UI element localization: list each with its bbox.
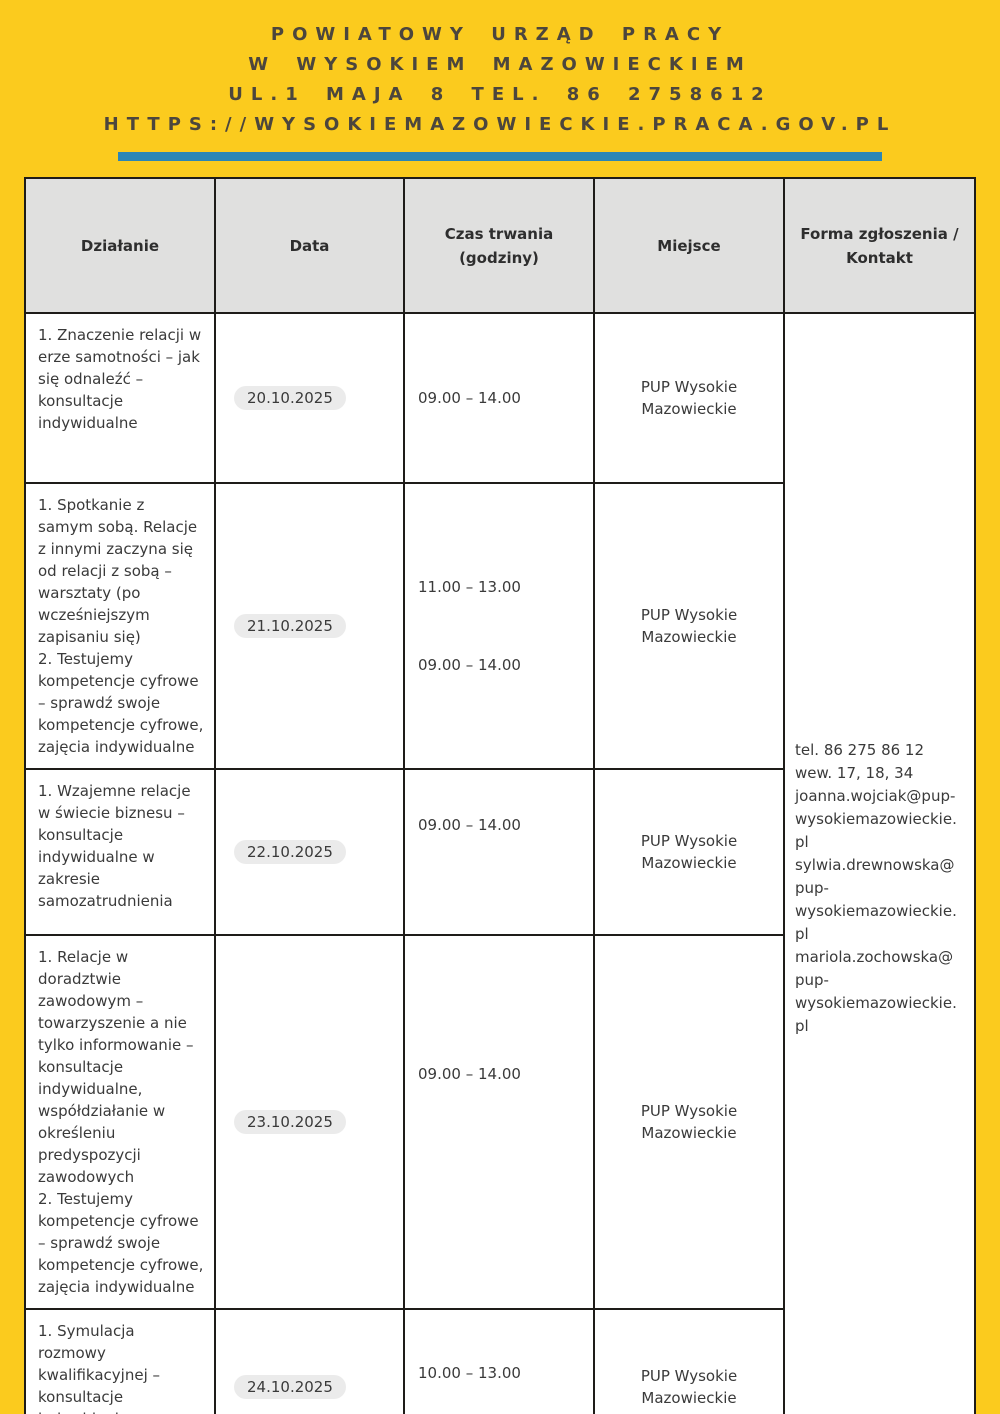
table-row: 1. Spotkanie z samym sobą. Relacje z inn… — [24, 482, 975, 770]
date-cell: 21.10.2025 — [214, 482, 405, 770]
time-cell: 09.00 – 14.00 — [403, 768, 595, 936]
office-header: POWIATOWY URZĄD PRACY W WYSOKIEM MAZOWIE… — [0, 0, 1000, 135]
time-range: 09.00 – 14.00 — [418, 389, 521, 407]
office-name-line2: W WYSOKIEM MAZOWIECKIEM — [248, 54, 752, 75]
column-header-data: Data — [214, 177, 405, 314]
contact-email: sylwia.drewnowska@pup-wysokiemazowieckie… — [795, 856, 957, 943]
activity-cell: 1. Relacje w doradztwie zawodowym – towa… — [24, 934, 216, 1310]
date-cell: 24.10.2025 — [214, 1308, 405, 1414]
time-range: 09.00 – 14.00 — [418, 815, 521, 834]
place-cell: PUP Wysokie Mazowieckie — [593, 312, 785, 484]
time-cell: 11.00 – 13.00 09.00 – 14.00 — [403, 482, 595, 770]
place-cell: PUP Wysokie Mazowieckie — [593, 768, 785, 936]
place-cell: PUP Wysokie Mazowieckie — [593, 1308, 785, 1414]
activity-cell: 1. Znaczenie relacji w erze samotności –… — [24, 312, 216, 484]
time-cell: 10.00 – 13.00 — [403, 1308, 595, 1414]
table-row: 1. Relacje w doradztwie zawodowym – towa… — [24, 934, 975, 1310]
date-pill: 23.10.2025 — [234, 1110, 346, 1134]
table-header-row: Działanie Data Czas trwania (godziny) Mi… — [24, 177, 976, 314]
activity-cell: 1. Spotkanie z samym sobą. Relacje z inn… — [24, 482, 216, 770]
contact-email: mariola.zochowska@pup-wysokiemazowieckie… — [795, 948, 957, 1035]
place-cell: PUP Wysokie Mazowieckie — [593, 482, 785, 770]
column-header-czas: Czas trwania (godziny) — [403, 177, 595, 314]
date-pill: 21.10.2025 — [234, 614, 346, 638]
time-range: 09.00 – 14.00 — [418, 1064, 521, 1083]
activity-item: 1. Wzajemne relacje w świecie biznesu – … — [38, 782, 191, 910]
date-pill: 22.10.2025 — [234, 840, 346, 864]
column-header-miejsce: Miejsce — [593, 177, 785, 314]
date-pill: 24.10.2025 — [234, 1374, 346, 1399]
office-website-url: HTTPS://WYSOKIEMAZOWIECKIE.PRACA.GOV.PL — [103, 114, 897, 135]
contact-cell: tel. 86 275 86 12 wew. 17, 18, 34 joanna… — [783, 312, 976, 1414]
time-cell: 09.00 – 14.00 — [403, 934, 595, 1310]
time-range: 11.00 – 13.00 — [418, 578, 521, 596]
office-address-phone: UL.1 MAJA 8 TEL. 86 2758612 — [228, 84, 772, 105]
contact-phone: tel. 86 275 86 12 wew. 17, 18, 34 — [795, 741, 925, 782]
place-cell: PUP Wysokie Mazowieckie — [593, 934, 785, 1310]
date-cell: 23.10.2025 — [214, 934, 405, 1310]
activity-cell: 1. Wzajemne relacje w świecie biznesu – … — [24, 768, 216, 936]
date-cell: 22.10.2025 — [214, 768, 405, 936]
time-range: 10.00 – 13.00 — [418, 1364, 521, 1382]
activity-item: 2. Testujemy kompetencje cyfrowe – spraw… — [38, 1190, 204, 1296]
activity-item: 1. Relacje w doradztwie zawodowym – towa… — [38, 948, 194, 1186]
office-name-line1: POWIATOWY URZĄD PRACY — [270, 24, 730, 45]
contact-email: joanna.wojciak@pup-wysokiemazowieckie.pl — [795, 787, 957, 851]
divider-bar — [118, 152, 882, 161]
date-cell: 20.10.2025 — [214, 312, 405, 484]
activity-item: 1. Spotkanie z samym sobą. Relacje z inn… — [38, 496, 198, 646]
activity-cell: 1. Symulacja rozmowy kwalifikacyjnej – k… — [24, 1308, 216, 1414]
time-range: 09.00 – 14.00 — [418, 656, 521, 674]
table-row: 1. Znaczenie relacji w erze samotności –… — [24, 312, 976, 1414]
activity-item: 1. Symulacja rozmowy kwalifikacyjnej – k… — [38, 1322, 161, 1414]
date-pill: 20.10.2025 — [234, 386, 346, 410]
schedule-table: Działanie Data Czas trwania (godziny) Mi… — [24, 177, 976, 1414]
activity-item: 2. Testujemy kompetencje cyfrowe – spraw… — [38, 650, 204, 756]
column-header-kontakt: Forma zgłoszenia / Kontakt — [783, 177, 976, 314]
time-cell: 09.00 – 14.00 — [403, 312, 595, 484]
column-header-dzialanie: Działanie — [24, 177, 216, 314]
table-row: 1. Wzajemne relacje w świecie biznesu – … — [24, 768, 975, 936]
table-row: 1. Symulacja rozmowy kwalifikacyjnej – k… — [24, 1308, 975, 1414]
activity-item: 1. Znaczenie relacji w erze samotności –… — [38, 326, 202, 432]
